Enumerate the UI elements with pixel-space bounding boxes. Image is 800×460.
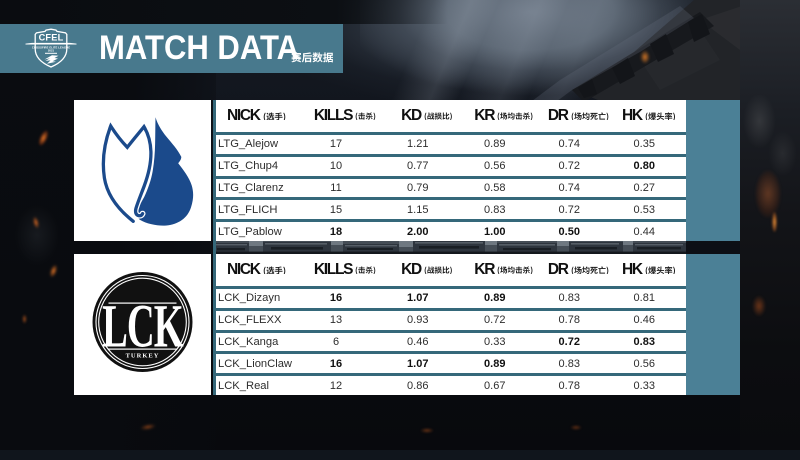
svg-text:CROSSFIRE ELITE LEAGUE: CROSSFIRE ELITE LEAGUE	[32, 45, 70, 49]
svg-text:CFEL: CFEL	[39, 33, 64, 43]
svg-text:2021: 2021	[48, 49, 55, 53]
svg-text:TURKEY: TURKEY	[126, 353, 160, 360]
svg-text:LCK: LCK	[102, 293, 184, 361]
